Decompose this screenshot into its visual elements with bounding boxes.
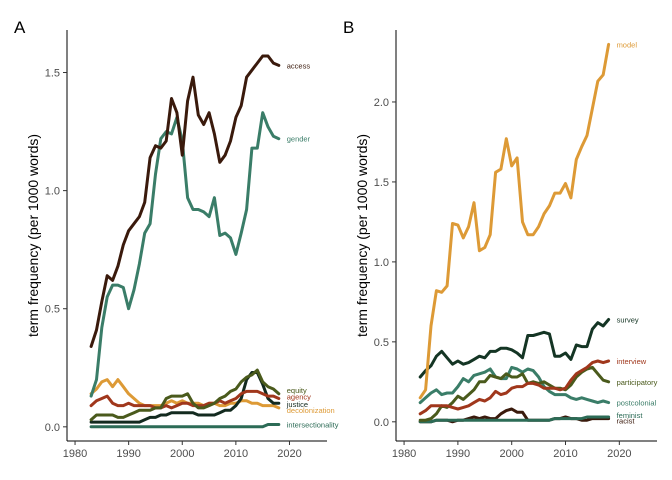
- y-tick-label: 1.5: [45, 68, 60, 80]
- series-line-agency: [89, 389, 281, 410]
- y-tick-label: 1.5: [374, 177, 389, 189]
- series-label-racist: racist: [617, 417, 636, 426]
- series-label-intersectionality: intersectionality: [287, 420, 339, 429]
- x-tick-label: 2000: [170, 448, 194, 460]
- series-line-postcolonial: [418, 365, 611, 405]
- panel-b: B term frequency (per 1000 words) 1980 19…: [343, 18, 658, 460]
- y-tick-label: 0.0: [45, 422, 60, 434]
- x-tick-label: 1980: [392, 448, 416, 460]
- x-tick-label: 1990: [116, 448, 140, 460]
- series-label-postcolonial: postcolonial: [617, 399, 657, 408]
- panel-letter-a: A: [14, 18, 26, 37]
- series-line-gender: [89, 111, 281, 398]
- y-tick-label: 0.5: [45, 304, 60, 316]
- x-tick-label: 1990: [446, 448, 470, 460]
- series-label-equity: equity: [287, 386, 307, 395]
- series-label-feminist: feminist: [617, 411, 644, 420]
- x-tick-label: 2020: [607, 448, 631, 460]
- series-line-survey: [418, 318, 611, 379]
- series-label-access: access: [287, 61, 311, 70]
- panel-letter-b: B: [343, 18, 354, 37]
- panel-a: A term frequency (per 1000 words) 1980 19…: [14, 18, 339, 460]
- series-line-equity: [89, 368, 281, 422]
- y-tick-label: 0.5: [374, 337, 389, 349]
- series-label-interview: interview: [617, 357, 647, 366]
- series-label-gender: gender: [287, 135, 311, 144]
- x-tick-label: 2000: [499, 448, 523, 460]
- series-line-interview: [418, 359, 611, 416]
- x-tick-label: 1980: [63, 448, 87, 460]
- x-tick-label: 2010: [553, 448, 577, 460]
- y-axis-title-a: term frequency (per 1000 words): [25, 134, 41, 337]
- x-tick-label: 2010: [224, 448, 248, 460]
- series-line-participatory: [418, 365, 611, 422]
- series-line-access: [89, 54, 281, 348]
- series-label-model: model: [617, 40, 638, 49]
- series-line-intersectionality: [89, 423, 281, 429]
- series-line-feminist: [418, 415, 611, 424]
- y-tick-label: 1.0: [374, 257, 389, 269]
- x-tick-label: 2020: [277, 448, 301, 460]
- y-tick-label: 0.0: [374, 417, 389, 429]
- y-tick-label: 1.0: [45, 186, 60, 198]
- series-label-survey: survey: [617, 315, 639, 324]
- y-axis-title-b: term frequency (per 1000 words): [354, 134, 370, 337]
- y-tick-label: 2.0: [374, 97, 389, 109]
- series-line-model: [418, 42, 611, 400]
- series-label-justice: justice: [286, 400, 308, 409]
- series-label-participatory: participatory: [617, 378, 658, 387]
- series-label-decolonization: decolonization: [287, 406, 335, 415]
- series-label-agency: agency: [287, 392, 311, 401]
